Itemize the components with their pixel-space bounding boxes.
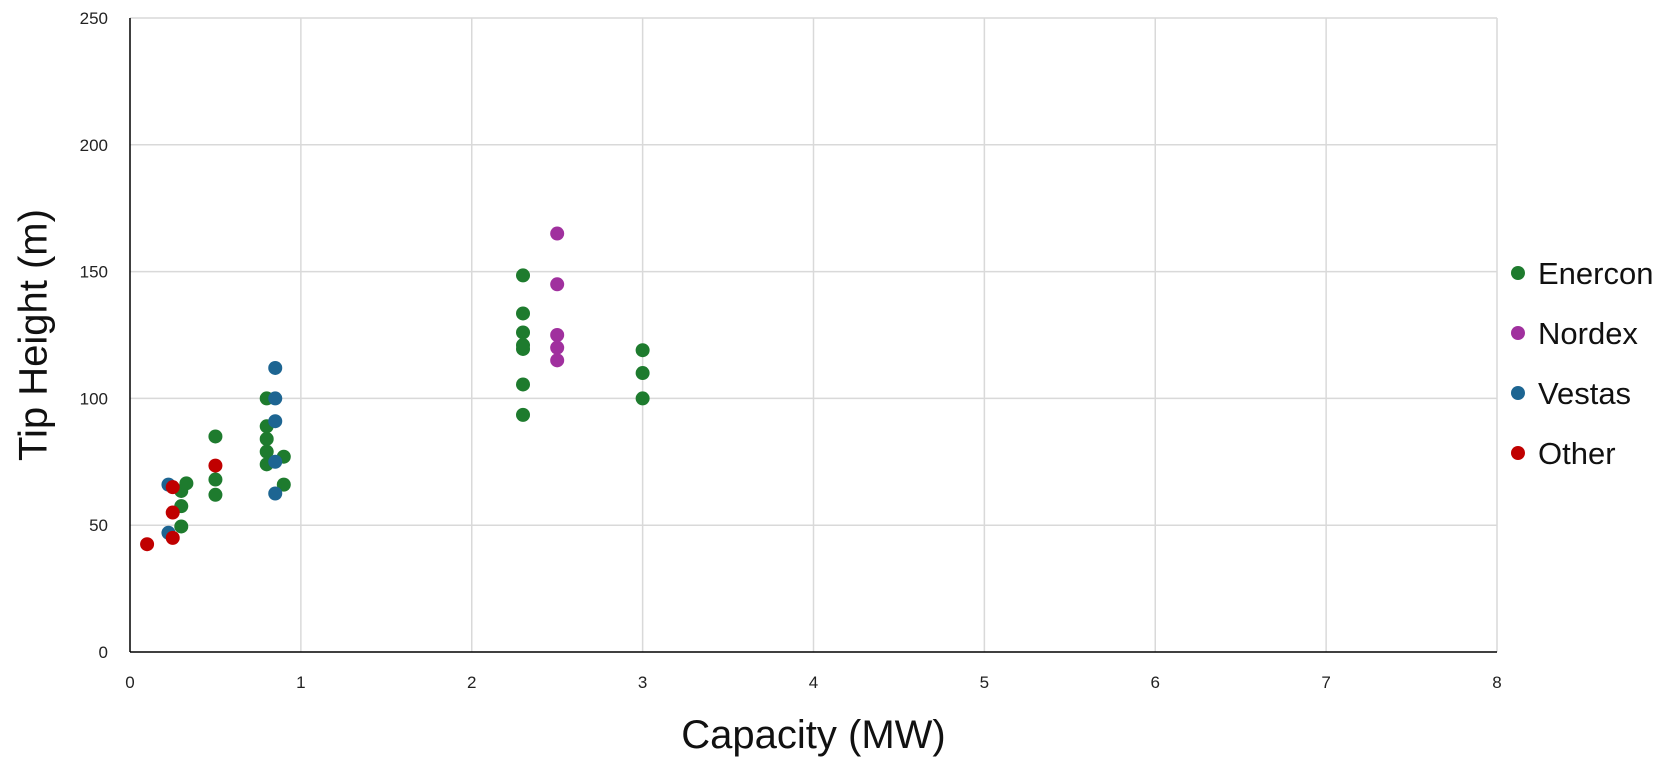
series-enercon-point [516,407,531,422]
x-tick-label: 6 [1151,673,1160,692]
series-nordex-point [550,353,565,368]
y-tick-label: 200 [80,136,108,155]
legend-marker-other [1511,446,1525,460]
legend-marker-vestas [1511,386,1525,400]
series-enercon-point [516,338,531,353]
legend-label-other: Other [1538,436,1616,471]
series-other-point [165,505,180,520]
x-tick-label: 2 [467,673,476,692]
series-enercon-point [635,366,650,381]
series-enercon-point [259,431,274,446]
y-tick-label: 250 [80,9,108,28]
series-enercon-point [516,306,531,321]
axes [129,18,1497,653]
series-nordex-point [550,328,565,342]
series-enercon-point [276,477,291,492]
data-points [140,226,650,552]
legend-label-vestas: Vestas [1538,376,1631,411]
x-tick-label: 8 [1492,673,1501,692]
x-tick-label: 4 [809,673,818,692]
x-tick-label: 5 [980,673,989,692]
legend-label-enercon: Enercon [1538,256,1653,291]
series-other-point [140,537,155,552]
series-enercon-point [174,519,189,534]
y-tick-label: 50 [89,516,108,535]
series-enercon-point [635,391,650,406]
series-vestas-point [268,414,283,429]
series-enercon-point [259,444,274,459]
legend-label-nordex: Nordex [1538,316,1638,351]
series-enercon-point [516,325,531,340]
y-tick-label: 0 [99,643,108,662]
series-enercon-point [635,343,650,358]
x-axis-title: Capacity (MW) [681,713,945,757]
legend-marker-enercon [1511,266,1525,280]
grid-lines [130,17,1498,652]
tick-labels: 0 1 2 3 4 5 6 7 8 0 50 100 150 200 250 [80,9,1502,692]
x-tick-label: 0 [125,673,134,692]
series-vestas-point [268,486,283,501]
x-tick-label: 7 [1321,673,1330,692]
series-enercon-point [516,268,531,283]
series-enercon-point [179,476,194,491]
series-vestas-point [268,454,283,469]
series-enercon-point [208,472,223,487]
series-nordex-point [550,226,565,241]
series-other-point [165,480,180,495]
series-enercon-point [516,377,531,392]
series-vestas-point [268,391,283,406]
series-enercon-point [208,487,223,502]
y-axis-title: Tip Height (m) [12,209,56,461]
series-nordex-point [550,340,565,355]
series-nordex-point [550,277,565,292]
series-other-point [208,458,223,473]
series-other-point [165,530,180,545]
series-vestas-point [268,360,283,375]
series-enercon-point [208,429,223,444]
y-tick-label: 100 [80,389,108,408]
y-tick-label: 150 [80,263,108,282]
x-tick-label: 1 [296,673,305,692]
x-tick-label: 3 [638,673,647,692]
legend-marker-nordex [1511,326,1525,340]
legend: Enercon Nordex Vestas Other [1511,256,1653,471]
